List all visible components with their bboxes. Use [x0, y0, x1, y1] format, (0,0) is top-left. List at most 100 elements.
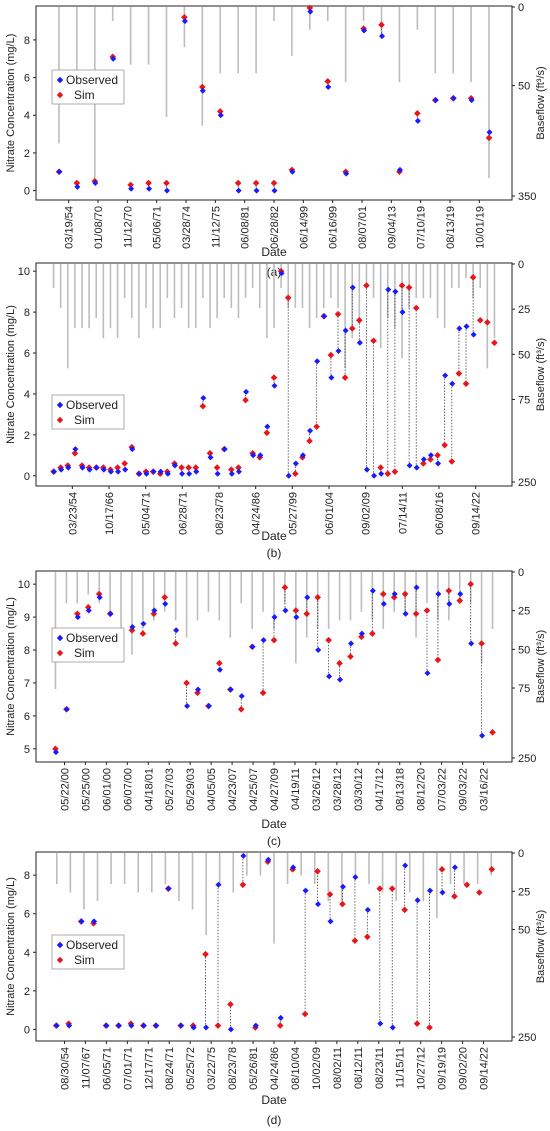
observed-point: [92, 180, 99, 187]
sim-point: [412, 304, 420, 312]
observed-point: [129, 446, 136, 453]
observed-point: [265, 856, 272, 863]
observed-point: [446, 600, 453, 607]
x-tick-label: 01/08/70: [93, 206, 105, 249]
baseflow-tick-label: 50: [518, 349, 530, 361]
x-tick-label: 06/01/00: [101, 768, 113, 811]
observed-point: [413, 464, 420, 471]
observed-point: [65, 464, 72, 471]
sim-point: [128, 626, 136, 634]
x-tick-label: 03/16/22: [479, 768, 491, 811]
sim-point: [259, 689, 267, 697]
legend-sim-label: Sim: [74, 646, 95, 660]
observed-point: [321, 313, 328, 320]
observed-point: [449, 380, 456, 387]
sim-point: [234, 179, 242, 187]
observed-point: [328, 374, 335, 381]
legend-observed-label: Observed: [66, 73, 118, 87]
y-tick-label: 0: [24, 186, 30, 198]
sim-point: [412, 610, 420, 618]
baseflow-tick-label: 25: [518, 304, 530, 316]
sim-point: [213, 464, 221, 471]
observed-point: [238, 693, 245, 700]
x-tick-label: 06/28/71: [177, 492, 189, 535]
x-tick-label: 08/13/18: [395, 768, 407, 811]
observed-point: [435, 460, 442, 467]
observed-point: [277, 1014, 284, 1021]
x-tick-label: 06/07/00: [122, 768, 134, 811]
observed-point: [289, 168, 296, 175]
x-tick-label: 08/12/20: [416, 768, 428, 811]
x-tick-label: 09/04/13: [386, 206, 398, 249]
legend-box: [51, 394, 125, 430]
observed-point: [128, 1022, 135, 1029]
observed-point: [377, 1020, 384, 1027]
x-tick-label: 07/10/19: [416, 206, 428, 249]
observed-point: [278, 270, 285, 277]
sim-point: [178, 464, 185, 471]
y-tick-label: 8: [24, 870, 30, 882]
observed-point: [442, 372, 449, 379]
x-tick-label: 03/23/54: [67, 492, 79, 535]
observed-point: [110, 55, 117, 62]
x-axis-label: Date: [261, 529, 287, 543]
observed-point: [463, 323, 470, 330]
baseflow-axis-label: Baseflow (ft³/s): [535, 66, 547, 139]
x-tick-label: 03/28/12: [332, 768, 344, 811]
observed-point: [240, 852, 247, 859]
sim-point: [163, 179, 170, 187]
observed-point: [325, 83, 332, 90]
observed-point: [457, 591, 464, 598]
sim-point: [206, 449, 214, 457]
x-tick-label: 09/02/09: [361, 492, 373, 535]
y-tick-label: 6: [24, 711, 30, 723]
chart-panel-2: 0 2 4 6 8 10 0 25 50 75 250 Baseflow (ft³/s) Nitrate…: [5, 259, 547, 560]
observed-point: [243, 388, 250, 395]
legend-observed-label: Observed: [66, 398, 118, 412]
observed-point: [315, 647, 322, 654]
observed-point: [79, 464, 86, 471]
observed-point: [380, 600, 387, 607]
x-tick-label: 05/26/81: [248, 1047, 260, 1090]
y-tick-label: 6: [24, 348, 30, 360]
baseflow-tick-label: 50: [518, 81, 530, 93]
observed-point: [195, 686, 202, 693]
observed-point: [193, 468, 200, 475]
sim-point: [270, 374, 278, 381]
y-tick-label: 8: [24, 645, 30, 657]
observed-point: [115, 468, 122, 475]
baseflow-tick-label: 250: [518, 477, 536, 489]
baseflow-tick-label: 250: [518, 1032, 536, 1044]
x-tick-label: 10/27/12: [416, 1047, 428, 1090]
x-tick-label: 08/30/54: [59, 1047, 71, 1090]
sim-point: [306, 4, 314, 12]
legend-observed-marker: [56, 941, 64, 949]
sim-point: [183, 679, 190, 687]
legend-box: [51, 934, 125, 970]
x-tick-label: 10/01/19: [474, 206, 486, 249]
sim-point: [384, 470, 392, 478]
sim-point: [301, 1010, 309, 1018]
observed-point: [227, 686, 234, 693]
observed-point: [364, 906, 371, 913]
x-tick-label: 03/28/74: [181, 206, 193, 249]
observed-point: [227, 1026, 234, 1033]
sim-point: [462, 380, 470, 388]
observed-point: [486, 129, 493, 136]
observed-point: [173, 627, 180, 634]
x-axis-label: Date: [261, 1093, 287, 1107]
baseflow-tick-label: 250: [518, 753, 536, 765]
sim-point: [239, 881, 247, 889]
sim-point: [476, 316, 484, 324]
observed-point: [290, 864, 297, 871]
observed-point: [414, 897, 421, 904]
sim-point: [463, 881, 471, 889]
sim-point: [199, 83, 206, 91]
observed-point: [468, 97, 475, 104]
x-tick-label: 09/03/22: [458, 768, 470, 811]
observed-point: [86, 466, 93, 473]
sim-point: [351, 937, 359, 945]
observed-point: [78, 918, 85, 925]
observed-point: [420, 456, 427, 463]
